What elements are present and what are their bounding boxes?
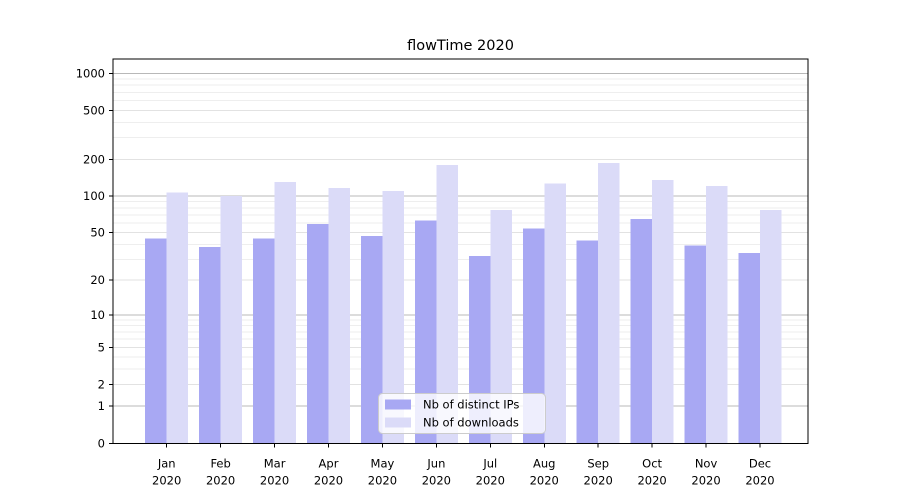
legend-box [378,393,546,434]
y-tick-label: 200 [83,152,105,166]
chart-title: flowTime 2020 [407,38,514,54]
legend-label-distinct-ips: Nb of distinct IPs [423,398,519,412]
bar-downloads-oct [652,179,674,444]
plot-border [112,58,809,444]
x-tick-label-month: Nov [695,457,718,471]
y-tick-label: 1000 [76,66,105,80]
bar-downloads-jul [490,209,512,444]
x-tick-label-year: 2020 [314,474,343,488]
bar-downloads-may [382,191,404,444]
bar-ips-nov [684,245,707,444]
y-tick-label: 5 [98,340,105,354]
x-tick-label-month: Aug [533,457,555,471]
x-tick-label-month: Jul [482,457,497,471]
bar-ips-apr [307,224,329,444]
bars [145,163,782,444]
x-tick-label-month: Apr [319,457,339,471]
y-tick-label: 50 [90,226,105,240]
bar-downloads-nov [706,186,728,444]
x-tick-label-month: Jun [426,457,445,471]
x-tick-label-year: 2020 [476,474,505,488]
y-tick-label: 500 [83,103,105,117]
y-tick-label: 10 [90,308,105,322]
x-tick-label-year: 2020 [260,474,289,488]
bar-ips-jun [414,220,437,444]
bar-ips-sep [576,240,599,444]
bar-ips-mar [253,238,275,444]
y-tick-label: 1 [98,399,105,413]
bar-ips-oct [630,218,653,444]
bar-downloads-dec [760,209,782,444]
x-tick-label-year: 2020 [637,474,666,488]
x-tick-label-year: 2020 [530,474,559,488]
x-tick-label-month: Jan [157,457,176,471]
bar-downloads-aug [544,183,566,444]
x-tick-label-month: Sep [587,457,609,471]
bar-downloads-jan [166,192,189,444]
x-tick-label-year: 2020 [206,474,235,488]
bar-ips-feb [199,247,221,444]
bar-ips-aug [522,228,545,444]
legend-label-downloads: Nb of downloads [423,416,519,430]
y-tick-label: 20 [90,273,105,287]
bar-ips-dec [738,252,760,444]
y-tick-label: 100 [83,189,105,203]
legend-swatch-downloads [385,417,411,428]
x-tick-label-year: 2020 [152,474,181,488]
y-tick-label: 2 [98,377,105,391]
x-tick-label-month: Dec [749,457,771,471]
x-tick-label-month: Feb [210,457,230,471]
bar-ips-jan [145,238,167,444]
bar-downloads-apr [328,187,351,444]
x-tick-label-year: 2020 [745,474,774,488]
bar-downloads-mar [274,182,297,444]
x-tick-label-year: 2020 [691,474,720,488]
x-tick-label-year: 2020 [422,474,451,488]
bar-downloads-feb [220,196,243,444]
x-tick-label-month: May [371,457,395,471]
x-tick-label-month: Oct [642,457,662,471]
legend-swatch-distinct-ips [385,399,411,410]
axes: 0 1 2 5 10 20 50 100 200 500 1000 Jan 2020 Feb 2020 Mar… [76,58,809,488]
y-tick-label: 0 [98,436,105,450]
x-tick-label-month: Mar [264,457,286,471]
x-tick-label-year: 2020 [368,474,397,488]
x-tick-label-year: 2020 [584,474,613,488]
bar-ips-may [360,235,383,444]
bar-downloads-sep [598,163,620,444]
bar-downloads-jun [436,165,458,444]
legend: Nb of distinct IPs Nb of downloads [378,393,546,434]
